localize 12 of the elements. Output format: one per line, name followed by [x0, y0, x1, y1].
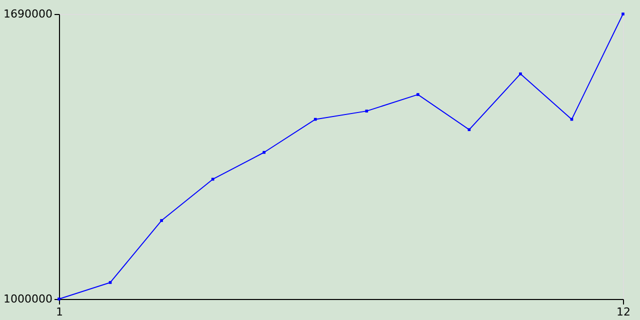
point — [365, 110, 368, 112]
x-tick-label: 1 — [56, 306, 63, 318]
point — [519, 72, 522, 76]
point — [262, 150, 266, 154]
x-tick-label: 12 — [616, 306, 630, 318]
point — [314, 118, 317, 121]
point — [108, 281, 112, 284]
point — [58, 298, 60, 300]
y-tick-label: 1690000 — [4, 8, 52, 20]
point — [622, 12, 624, 16]
point — [468, 128, 471, 132]
y-tick-label: 1000000 — [4, 292, 52, 306]
